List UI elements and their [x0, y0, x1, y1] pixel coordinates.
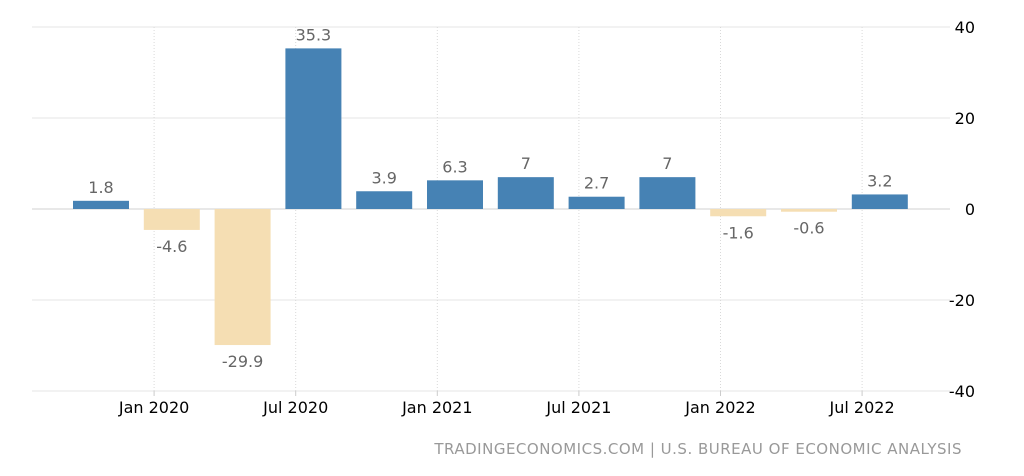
bar-q3-2022	[781, 209, 837, 212]
x-tick-label: Jul 2022	[829, 398, 895, 417]
bar-q4-2021	[568, 196, 625, 209]
x-tick-label: Jan 2022	[684, 398, 755, 417]
bar-q2-2020	[143, 209, 200, 230]
bar-value-label: 35.3	[296, 25, 332, 44]
source-credit: TRADINGECONOMICS.COM | U.S. BUREAU OF EC…	[434, 440, 962, 458]
bar-value-label: -1.6	[723, 223, 754, 242]
bar-q2-2021	[427, 180, 483, 209]
x-axis: Jan 2020 Jul 2020 Jan 2021 Jul 2021 Jan 2022…	[118, 391, 895, 417]
bar-q3-2020	[214, 209, 271, 346]
bar-value-label: -29.9	[222, 352, 263, 371]
bar-q3-2021	[497, 177, 554, 209]
bar-value-label: 7	[521, 154, 531, 173]
bar-value-label: 3.9	[371, 168, 396, 187]
bar-q1-2021	[356, 191, 413, 209]
bar-value-label: -0.6	[793, 219, 824, 238]
x-tick-label: Jul 2020	[262, 398, 328, 417]
y-tick-label: 0	[965, 200, 975, 219]
bar-value-label: 1.8	[88, 178, 113, 197]
bar-q4-2022	[851, 194, 908, 209]
y-tick-label: -40	[949, 382, 975, 401]
data-labels: 1.8 -4.6 -29.9 35.3 3.9 6.3 7 2.7 7 -1.6 -0.6 3.2	[88, 25, 892, 371]
y-tick-label: -20	[949, 291, 975, 310]
y-tick-label: 20	[955, 109, 975, 128]
bar-value-label: 3.2	[867, 171, 892, 190]
bars	[73, 48, 908, 346]
bar-q4-2020	[285, 48, 342, 210]
bar-value-label: 7	[662, 154, 672, 173]
bar-q2-2022	[710, 209, 767, 217]
bar-value-label: 6.3	[442, 157, 467, 176]
y-tick-label: 40	[955, 18, 975, 37]
bar-q1-2020	[73, 200, 129, 209]
x-tick-label: Jan 2020	[118, 398, 189, 417]
bar-q1-2022	[639, 177, 696, 209]
bar-value-label: -4.6	[156, 237, 187, 256]
y-axis: 40 20 0 -20 -40	[949, 18, 975, 401]
x-tick-label: Jul 2021	[545, 398, 611, 417]
x-tick-label: Jan 2021	[401, 398, 472, 417]
bar-value-label: 2.7	[584, 174, 609, 193]
